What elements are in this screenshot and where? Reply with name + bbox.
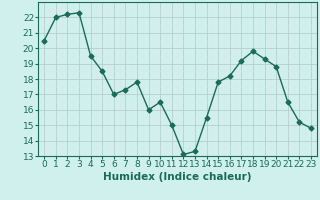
X-axis label: Humidex (Indice chaleur): Humidex (Indice chaleur) bbox=[103, 172, 252, 182]
